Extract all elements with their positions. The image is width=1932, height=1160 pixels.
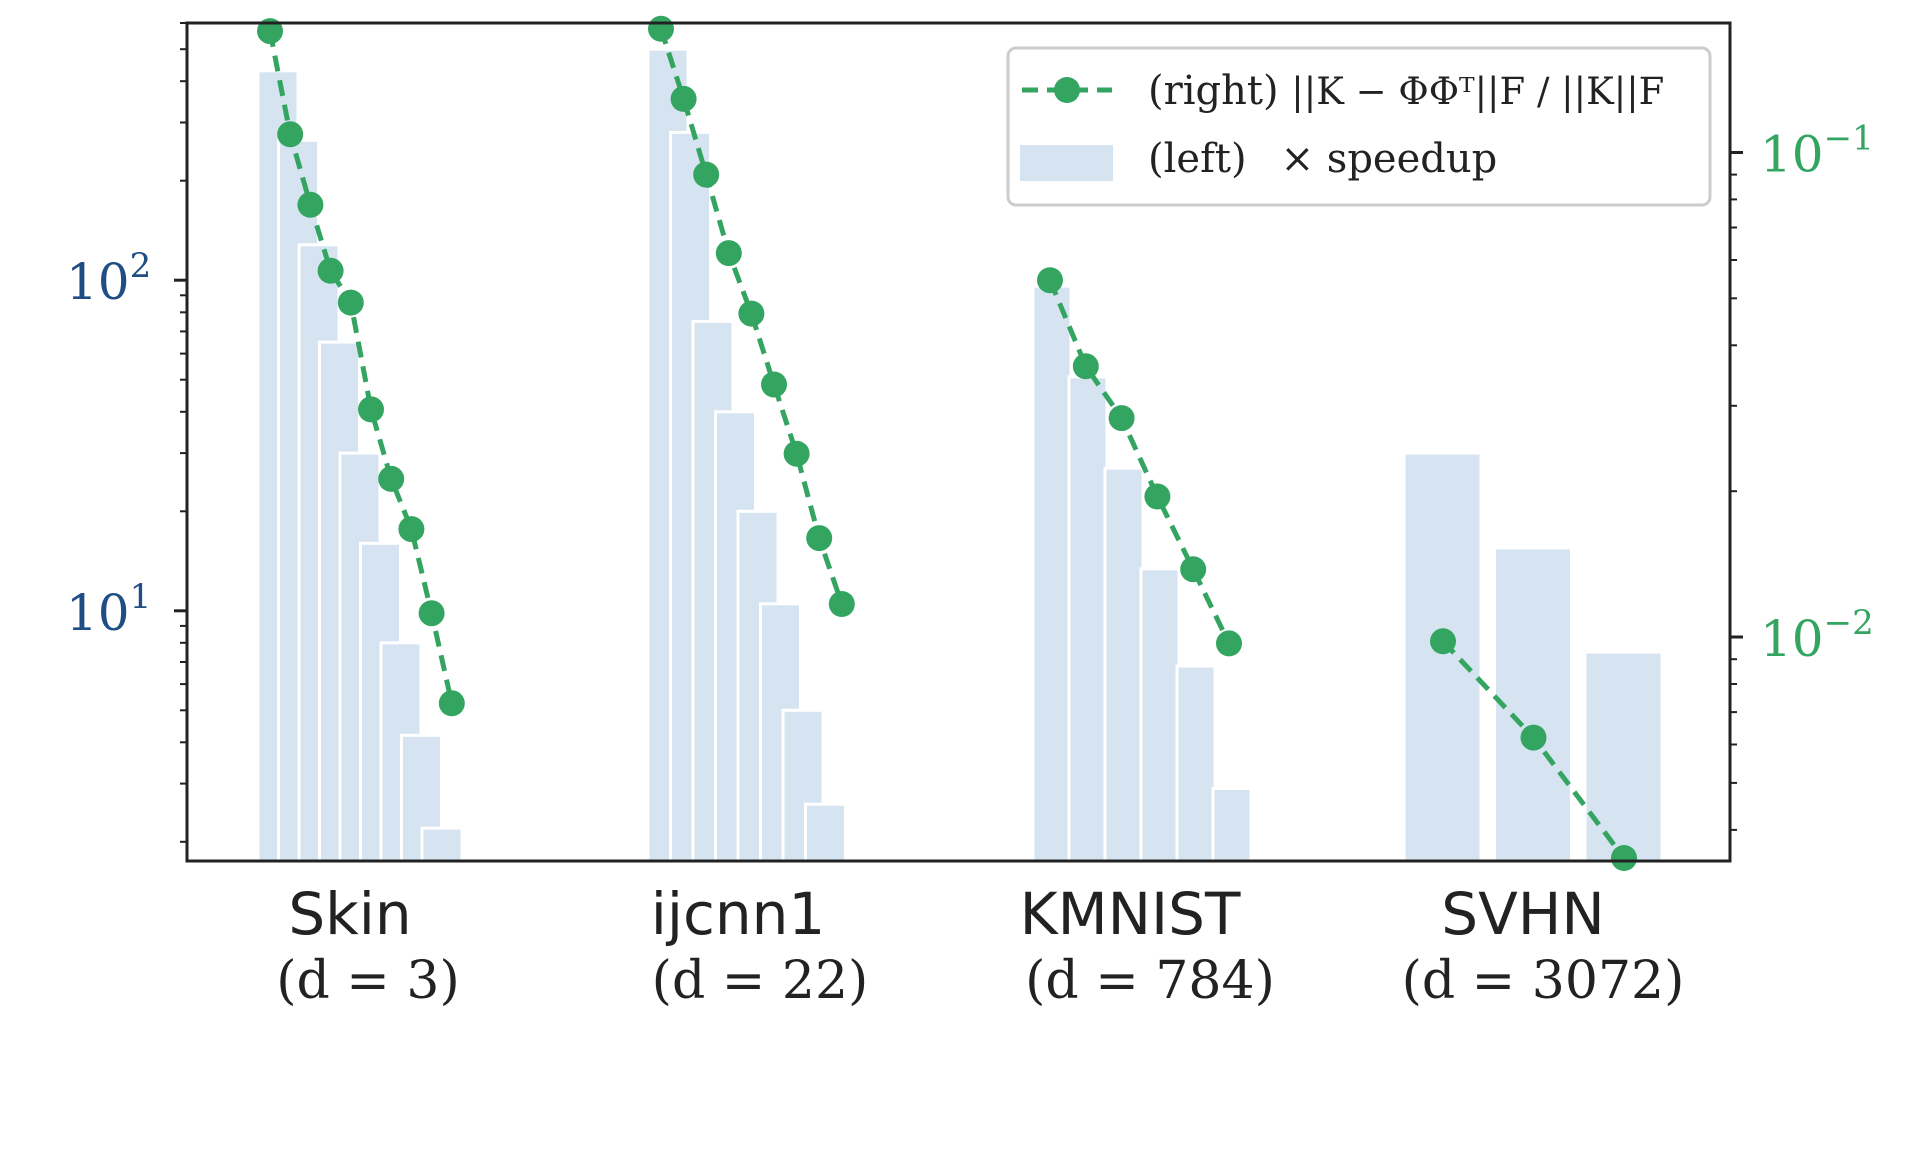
error-point-skin-6 bbox=[378, 465, 405, 492]
error-point-skin-4 bbox=[337, 289, 364, 316]
error-point-kmnist-1 bbox=[1072, 353, 1099, 380]
bar-kmnist-1 bbox=[1067, 375, 1109, 863]
bar-kmnist-5 bbox=[1211, 787, 1253, 863]
legend-box bbox=[1006, 46, 1712, 207]
error-point-skin-2 bbox=[297, 191, 324, 218]
legend-line-label-formula: ||K − ΦΦᵀ||F / ||K||F bbox=[1291, 70, 1664, 113]
category-subtitle-svhn: (d = 3072) bbox=[1402, 951, 1685, 1011]
error-point-kmnist-3 bbox=[1144, 483, 1171, 510]
left-axis-tick-label-1: 102 bbox=[66, 246, 151, 311]
error-point-ijcnn1-7 bbox=[806, 525, 833, 552]
error-point-skin-9 bbox=[438, 690, 465, 717]
legend-bar-sample bbox=[1020, 145, 1113, 181]
legend-line-label: (right) ||K − ΦΦᵀ||F / ||K||F bbox=[1148, 68, 1664, 114]
error-point-skin-0 bbox=[257, 18, 283, 45]
legend-bar-label-prefix: (left) bbox=[1148, 136, 1247, 182]
category-subtitle-skin: (d = 3) bbox=[276, 951, 460, 1011]
lines-layer bbox=[257, 15, 1637, 871]
bar-kmnist-0 bbox=[1031, 284, 1073, 863]
tick-base: 10 bbox=[66, 584, 130, 642]
labels-layer: Skin(d = 3) ijcnn1(d = 22) KMNIST(d = 784)… bbox=[66, 119, 1874, 1012]
bars-layer bbox=[256, 47, 1664, 863]
error-point-ijcnn1-4 bbox=[738, 300, 765, 327]
error-point-ijcnn1-2 bbox=[693, 161, 720, 188]
error-point-svhn-2 bbox=[1611, 845, 1637, 871]
bar-kmnist-2 bbox=[1103, 466, 1145, 863]
bar-svhn-1 bbox=[1493, 546, 1573, 863]
bar-kmnist-3 bbox=[1139, 567, 1181, 863]
error-line-skin bbox=[267, 30, 455, 704]
category-subtitle-ijcnn1: (d = 22) bbox=[652, 951, 869, 1011]
legend: (right) ||K − ΦΦᵀ||F / ||K||F (left) × sp… bbox=[1006, 46, 1712, 207]
left-axis-tick-label-0: 101 bbox=[66, 577, 151, 642]
error-point-ijcnn1-3 bbox=[715, 240, 742, 267]
tick-base: 10 bbox=[66, 253, 130, 311]
error-point-ijcnn1-8 bbox=[828, 591, 855, 617]
error-point-skin-8 bbox=[418, 600, 445, 627]
error-point-skin-5 bbox=[358, 396, 384, 423]
tick-exponent: 1 bbox=[130, 577, 152, 617]
error-point-svhn-0 bbox=[1430, 628, 1456, 655]
tick-exponent: 2 bbox=[130, 246, 152, 286]
error-point-ijcnn1-5 bbox=[761, 371, 787, 398]
bar-ijcnn1-7 bbox=[804, 802, 847, 863]
legend-bar-label-text: × speedup bbox=[1281, 136, 1498, 182]
legend-line-label-prefix: (right) bbox=[1148, 68, 1291, 114]
error-point-skin-7 bbox=[398, 516, 425, 543]
right-axis-tick-label-0: 10−2 bbox=[1760, 603, 1874, 668]
error-point-kmnist-0 bbox=[1037, 267, 1063, 294]
error-point-ijcnn1-6 bbox=[783, 440, 810, 467]
error-point-svhn-1 bbox=[1520, 724, 1547, 751]
error-point-kmnist-5 bbox=[1216, 630, 1242, 657]
error-line-ijcnn1 bbox=[658, 28, 845, 605]
error-line-kmnist bbox=[1047, 279, 1232, 645]
legend-bar-label: (left) × speedup bbox=[1148, 136, 1497, 182]
category-label-svhn: SVHN bbox=[1441, 880, 1605, 948]
bar-skin-8 bbox=[420, 826, 464, 863]
error-point-ijcnn1-1 bbox=[670, 85, 697, 112]
tick-exponent: −1 bbox=[1824, 119, 1874, 159]
error-point-ijcnn1-0 bbox=[648, 15, 674, 42]
error-point-skin-1 bbox=[277, 121, 304, 148]
plot-frame bbox=[185, 21, 1732, 863]
category-subtitle-kmnist: (d = 784) bbox=[1025, 951, 1275, 1011]
bar-svhn-0 bbox=[1402, 451, 1483, 863]
bar-kmnist-4 bbox=[1175, 664, 1217, 863]
error-point-skin-3 bbox=[317, 257, 344, 284]
error-point-kmnist-2 bbox=[1108, 405, 1135, 432]
error-point-kmnist-4 bbox=[1180, 556, 1207, 583]
tick-exponent: −2 bbox=[1824, 603, 1874, 643]
category-label-ijcnn1: ijcnn1 bbox=[651, 880, 826, 948]
tick-base: 10 bbox=[1760, 610, 1824, 668]
tick-base: 10 bbox=[1760, 126, 1824, 184]
bar-svhn-2 bbox=[1583, 650, 1664, 863]
legend-marker-sample bbox=[1054, 77, 1080, 103]
category-label-kmnist: KMNIST bbox=[1020, 880, 1241, 948]
right-axis-tick-label-1: 10−1 bbox=[1760, 119, 1874, 184]
category-label-skin: Skin bbox=[288, 880, 411, 948]
axes-layer bbox=[174, 21, 1743, 863]
